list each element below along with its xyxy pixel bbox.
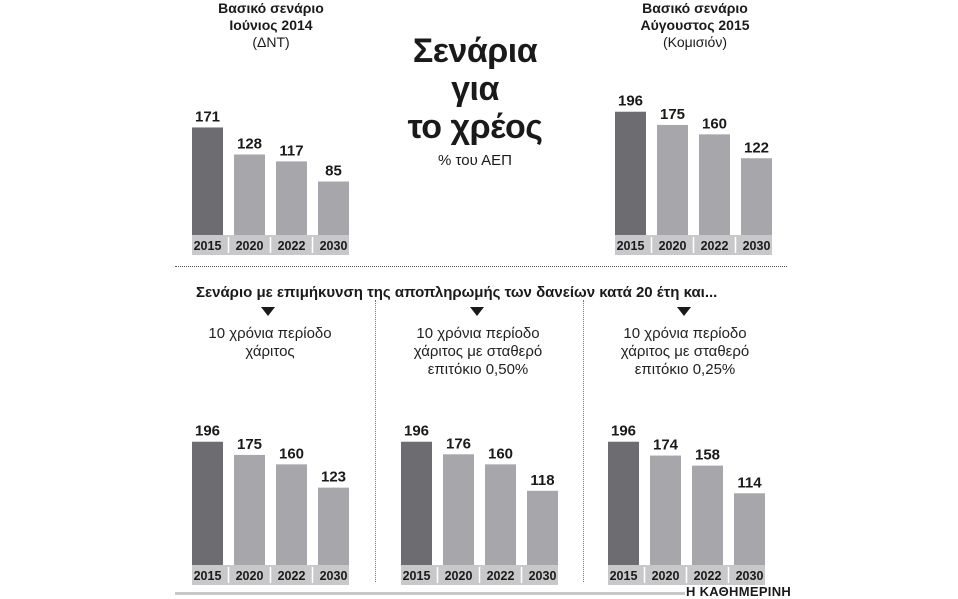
chart-3-title-line-1: 10 χρόνια περίοδο [208,325,332,342]
x-tick-label: 2015 [194,239,222,253]
bar [318,181,349,235]
x-tick-label: 2020 [236,239,264,253]
x-tick-label: 2022 [278,569,306,583]
x-tick-label: 2020 [652,569,680,583]
x-tick-label: 2022 [278,239,306,253]
chart-2-title-line-2: Αύγουστος 2015 [640,17,750,33]
arrow-down-icon [261,307,275,316]
bar [485,464,516,565]
section-header: Σενάριο με επιμήκυνση της αποπληρωμής τω… [196,284,718,301]
bar [657,124,688,235]
x-tick-label: 2020 [236,569,264,583]
x-tick-label: 2022 [701,239,729,253]
chart-4-title-line-2: χάριτος με σταθερό [413,343,543,360]
x-tick-label: 2022 [487,569,515,583]
bar [608,441,639,565]
bar [699,134,730,235]
chart-4-title-line-1: 10 χρόνια περίοδο [416,325,540,342]
x-tick-label: 2015 [403,569,431,583]
x-tick-label: 2015 [610,569,638,583]
chart-2-title: Βασικό σενάριο Αύγουστος 2015 (Κομισιόν) [610,0,780,51]
bar-value-label: 160 [702,115,727,132]
bar [615,111,646,235]
chart-3-title: 10 χρόνια περίοδο χάριτος [195,325,345,361]
bar-value-label: 128 [237,135,262,152]
column-divider [583,300,584,582]
bar-value-label: 118 [530,472,554,489]
bar-value-label: 196 [195,423,220,440]
chart-1-title-line-2: Ιούνιος 2014 [229,17,313,33]
x-tick-label: 2015 [194,569,222,583]
bar-value-label: 196 [404,423,429,440]
bar-chart-grace-025: 196 2015 174 2020 158 2022 114 2030 [608,423,765,585]
bar [401,441,432,565]
bar-value-label: 160 [488,445,513,462]
chart-1-title-line-1: Βασικό σενάριο [218,0,324,16]
arrow-down-icon [470,307,484,316]
bar-chart-commission-2015: 196 2015 175 2020 160 2022 122 2030 [615,93,772,255]
x-tick-label: 2015 [617,239,645,253]
bar [192,127,223,235]
section-divider [175,266,787,267]
bar-value-label: 175 [237,436,262,453]
main-title-line-2: για [451,70,499,108]
bar [234,454,265,565]
bar-value-label: 122 [744,139,769,156]
arrow-down-icon [677,307,691,316]
bar-value-label: 176 [446,435,471,452]
bar-value-label: 158 [695,447,720,464]
bar-value-label: 114 [737,474,762,491]
bar-value-label: 175 [660,106,685,123]
main-subtitle: % του ΑΕΠ [438,152,512,169]
bar-chart-grace-050: 196 2015 176 2020 160 2022 118 2030 [401,423,558,585]
bar [741,158,772,235]
bar-value-label: 174 [653,437,679,454]
bar-value-label: 196 [618,93,643,110]
chart-4-title-line-3: επιτόκιο 0,50% [427,361,529,378]
bar [527,490,558,565]
chart-1-subtitle: (ΔΝΤ) [252,34,290,50]
chart-5-title-line-2: χάριτος με σταθερό [620,343,750,360]
chart-4-title: 10 χρόνια περίοδο χάριτος με σταθερό επι… [398,325,558,379]
bar-value-label: 171 [195,108,220,125]
bar-value-label: 123 [321,469,346,486]
column-divider [375,300,376,582]
bar [276,464,307,565]
x-tick-label: 2030 [743,239,771,253]
chart-2-subtitle: (Κομισιόν) [663,34,727,50]
x-tick-label: 2030 [736,569,764,583]
chart-5-title: 10 χρόνια περίοδο χάριτος με σταθερό επι… [605,325,765,379]
x-tick-label: 2030 [529,569,557,583]
bar-chart-imf-2014: 171 2015 128 2020 117 2022 85 2030 [192,108,349,255]
bar-value-label: 196 [611,423,636,440]
bar [650,455,681,565]
bar-value-label: 160 [279,445,304,462]
x-tick-label: 2030 [320,239,348,253]
main-title-line-1: Σενάρια [412,32,538,70]
chart-5-title-line-1: 10 χρόνια περίοδο [623,325,747,342]
x-tick-label: 2020 [659,239,687,253]
footer-rule [175,592,685,595]
chart-5-title-line-3: επιτόκιο 0,25% [634,361,736,378]
main-title-line-3: το χρέος [407,108,543,146]
bar [276,161,307,235]
bar [443,454,474,565]
bar [234,154,265,235]
x-tick-label: 2020 [445,569,473,583]
chart-3-title-line-2: χάριτος [245,343,295,360]
chart-1-title: Βασικό σενάριο Ιούνιος 2014 (ΔΝΤ) [196,0,346,51]
bar-value-label: 117 [279,142,303,159]
bar [692,465,723,565]
bar [318,487,349,565]
bar [192,441,223,565]
bar [734,493,765,565]
x-tick-label: 2022 [694,569,722,583]
bar-value-label: 85 [325,163,342,180]
chart-2-title-line-1: Βασικό σενάριο [642,0,748,16]
main-title: Σενάρια για το χρέος % του ΑΕΠ [380,32,570,169]
x-tick-label: 2030 [320,569,348,583]
bar-chart-grace-period: 196 2015 175 2020 160 2022 123 2030 [192,423,349,585]
source-label: Η ΚΑΘΗΜΕΡΙΝΗ [686,584,792,599]
